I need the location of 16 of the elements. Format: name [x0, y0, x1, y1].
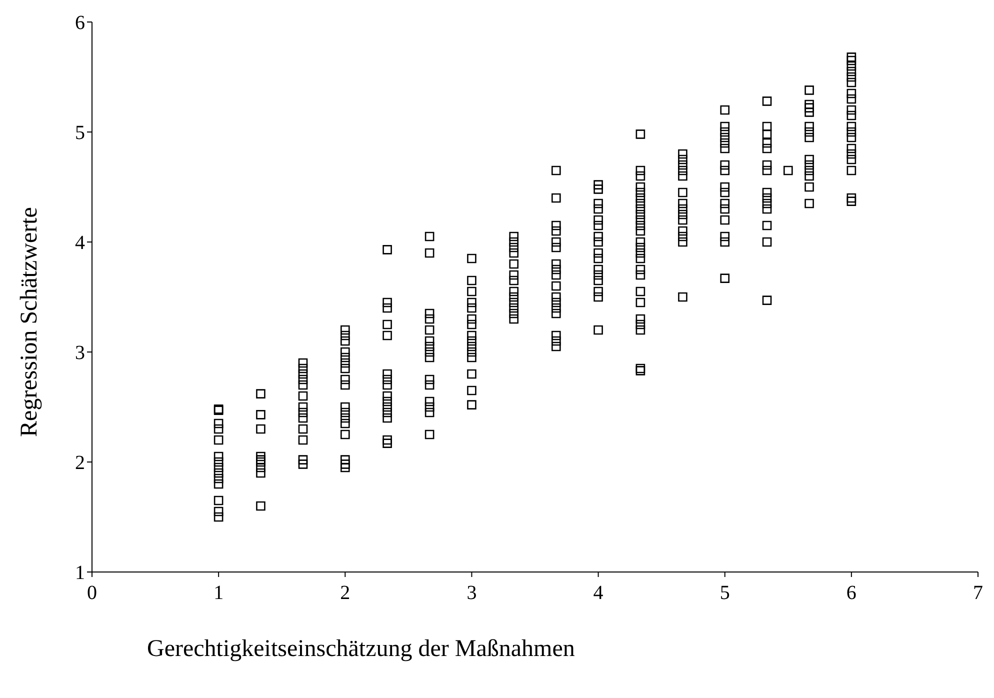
- x-tick-label: 5: [720, 582, 730, 604]
- x-tick-label: 2: [340, 582, 350, 604]
- y-tick-label: 6: [75, 12, 85, 34]
- x-tick-label: 4: [593, 582, 604, 604]
- y-tick-label: 2: [75, 452, 85, 474]
- x-tick-label: 1: [214, 582, 224, 604]
- x-tick-label: 3: [466, 582, 477, 604]
- x-tick-label: 0: [87, 582, 97, 604]
- y-tick-label: 3: [75, 342, 85, 364]
- x-axis-title: Gerechtigkeitseinschätzung der Maßnahmen: [147, 636, 575, 663]
- y-tick-label: 5: [75, 122, 85, 144]
- y-tick-label: 1: [75, 562, 85, 584]
- y-axis-title: Regression Schätzwerte: [16, 207, 44, 437]
- y-tick-label: 4: [75, 232, 85, 254]
- x-tick-label: 7: [973, 582, 983, 604]
- x-tick-label: 6: [846, 582, 856, 604]
